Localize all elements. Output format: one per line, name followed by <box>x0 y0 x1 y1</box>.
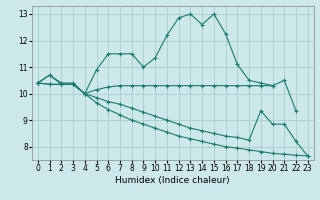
X-axis label: Humidex (Indice chaleur): Humidex (Indice chaleur) <box>116 176 230 185</box>
